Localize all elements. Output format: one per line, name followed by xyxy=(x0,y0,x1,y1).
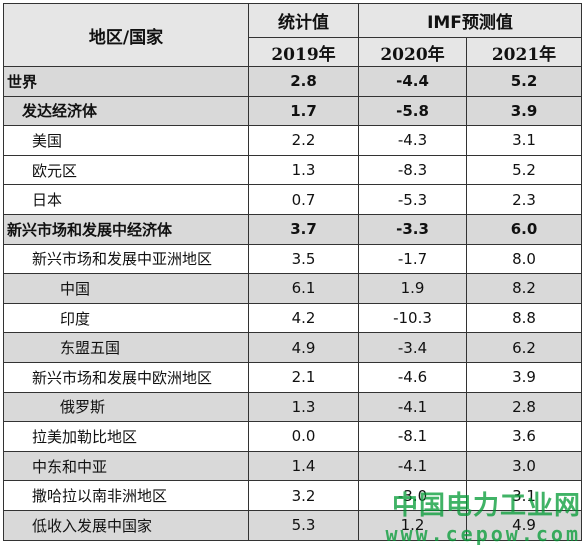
table-row: 发达经济体 1.7 -5.8 3.9 xyxy=(3,95,582,127)
cell-2020: -8.1 xyxy=(358,421,467,452)
cell-2019: 6.1 xyxy=(248,273,359,304)
cell-2019: 2.2 xyxy=(248,125,359,156)
header-actual: 统计值 xyxy=(248,3,359,38)
cell-2021: 3.6 xyxy=(466,421,582,452)
cell-2020: -1.7 xyxy=(358,243,467,275)
cell-2020: -3.0 xyxy=(358,480,467,511)
row-name: 世界 xyxy=(3,66,249,97)
cell-2020: -4.4 xyxy=(358,66,467,97)
cell-2019: 1.3 xyxy=(248,154,359,186)
cell-2021: 5.2 xyxy=(466,154,582,186)
cell-2021: 3.1 xyxy=(466,480,582,511)
growth-table: 地区/国家 统计值 IMF预测值 2019年 2020年 2021年 世界 2.… xyxy=(3,3,582,541)
forecast-table-frame: 地区/国家 统计值 IMF预测值 2019年 2020年 2021年 世界 2.… xyxy=(3,3,582,541)
row-name: 欧元区 xyxy=(3,154,249,186)
cell-2020: -4.6 xyxy=(358,361,467,393)
cell-2019: 1.7 xyxy=(248,95,359,127)
header-forecast: IMF预测值 xyxy=(358,3,582,38)
table-row: 中国 6.1 1.9 8.2 xyxy=(3,273,582,304)
row-name: 新兴市场和发展中经济体 xyxy=(3,213,249,245)
row-name: 新兴市场和发展中亚洲地区 xyxy=(3,243,249,275)
cell-2020: -5.3 xyxy=(358,184,467,215)
table-row: 新兴市场和发展中亚洲地区 3.5 -1.7 8.0 xyxy=(3,243,582,275)
cell-2021: 5.2 xyxy=(466,66,582,97)
table-row: 印度 4.2 -10.3 8.8 xyxy=(3,302,582,334)
cell-2020: 1.2 xyxy=(358,509,467,541)
cell-2019: 1.4 xyxy=(248,450,359,482)
row-name: 美国 xyxy=(3,125,249,156)
row-name: 印度 xyxy=(3,302,249,334)
cell-2019: 1.3 xyxy=(248,391,359,423)
cell-2021: 3.9 xyxy=(466,95,582,127)
table-row: 美国 2.2 -4.3 3.1 xyxy=(3,125,582,156)
row-name: 东盟五国 xyxy=(3,332,249,363)
row-name: 新兴市场和发展中欧洲地区 xyxy=(3,361,249,393)
table-row: 新兴市场和发展中经济体 3.7 -3.3 6.0 xyxy=(3,213,582,245)
header-year-2020: 2020年 xyxy=(358,37,467,67)
cell-2021: 6.0 xyxy=(466,213,582,245)
cell-2021: 8.2 xyxy=(466,273,582,304)
cell-2019: 2.1 xyxy=(248,361,359,393)
table-row: 俄罗斯 1.3 -4.1 2.8 xyxy=(3,391,582,423)
cell-2021: 3.9 xyxy=(466,361,582,393)
cell-2021: 6.2 xyxy=(466,332,582,363)
table-row: 低收入发展中国家 5.3 1.2 4.9 xyxy=(3,509,582,541)
cell-2020: 1.9 xyxy=(358,273,467,304)
table-row: 世界 2.8 -4.4 5.2 xyxy=(3,66,582,97)
cell-2019: 4.2 xyxy=(248,302,359,334)
header-row-1: 地区/国家 统计值 IMF预测值 xyxy=(3,3,582,67)
cell-2020: -3.3 xyxy=(358,213,467,245)
cell-2020: -4.3 xyxy=(358,125,467,156)
header-row-2: 2019年 2020年 2021年 xyxy=(4,37,582,67)
cell-2021: 8.8 xyxy=(466,302,582,334)
cell-2020: -4.1 xyxy=(358,450,467,482)
table-row: 欧元区 1.3 -8.3 5.2 xyxy=(3,154,582,186)
cell-2019: 4.9 xyxy=(248,332,359,363)
table-row: 新兴市场和发展中欧洲地区 2.1 -4.6 3.9 xyxy=(3,361,582,393)
cell-2020: -10.3 xyxy=(358,302,467,334)
cell-2021: 8.0 xyxy=(466,243,582,275)
cell-2021: 4.9 xyxy=(466,509,582,541)
row-name: 中东和中亚 xyxy=(3,450,249,482)
row-name: 日本 xyxy=(3,184,249,215)
row-name: 俄罗斯 xyxy=(3,391,249,423)
cell-2020: -3.4 xyxy=(358,332,467,363)
cell-2019: 3.5 xyxy=(248,243,359,275)
header-year-2019: 2019年 xyxy=(248,37,359,67)
row-name: 中国 xyxy=(3,273,249,304)
cell-2019: 3.7 xyxy=(248,213,359,245)
row-name: 拉美加勒比地区 xyxy=(3,421,249,452)
row-name: 低收入发展中国家 xyxy=(3,509,249,541)
table-row: 日本 0.7 -5.3 2.3 xyxy=(3,184,582,215)
header-region: 地区/国家 xyxy=(3,3,249,67)
cell-2019: 5.3 xyxy=(248,509,359,541)
table-row: 东盟五国 4.9 -3.4 6.2 xyxy=(3,332,582,363)
cell-2019: 2.8 xyxy=(248,66,359,97)
cell-2020: -8.3 xyxy=(358,154,467,186)
cell-2021: 2.3 xyxy=(466,184,582,215)
row-name: 撒哈拉以南非洲地区 xyxy=(3,480,249,511)
table-row: 中东和中亚 1.4 -4.1 3.0 xyxy=(3,450,582,482)
table-row: 拉美加勒比地区 0.0 -8.1 3.6 xyxy=(3,421,582,452)
cell-2021: 3.1 xyxy=(466,125,582,156)
cell-2019: 0.0 xyxy=(248,421,359,452)
cell-2021: 2.8 xyxy=(466,391,582,423)
cell-2019: 3.2 xyxy=(248,480,359,511)
cell-2020: -4.1 xyxy=(358,391,467,423)
row-name: 发达经济体 xyxy=(3,95,249,127)
cell-2021: 3.0 xyxy=(466,450,582,482)
header-year-2021: 2021年 xyxy=(466,37,582,67)
cell-2020: -5.8 xyxy=(358,95,467,127)
cell-2019: 0.7 xyxy=(248,184,359,215)
table-row: 撒哈拉以南非洲地区 3.2 -3.0 3.1 xyxy=(3,480,582,511)
